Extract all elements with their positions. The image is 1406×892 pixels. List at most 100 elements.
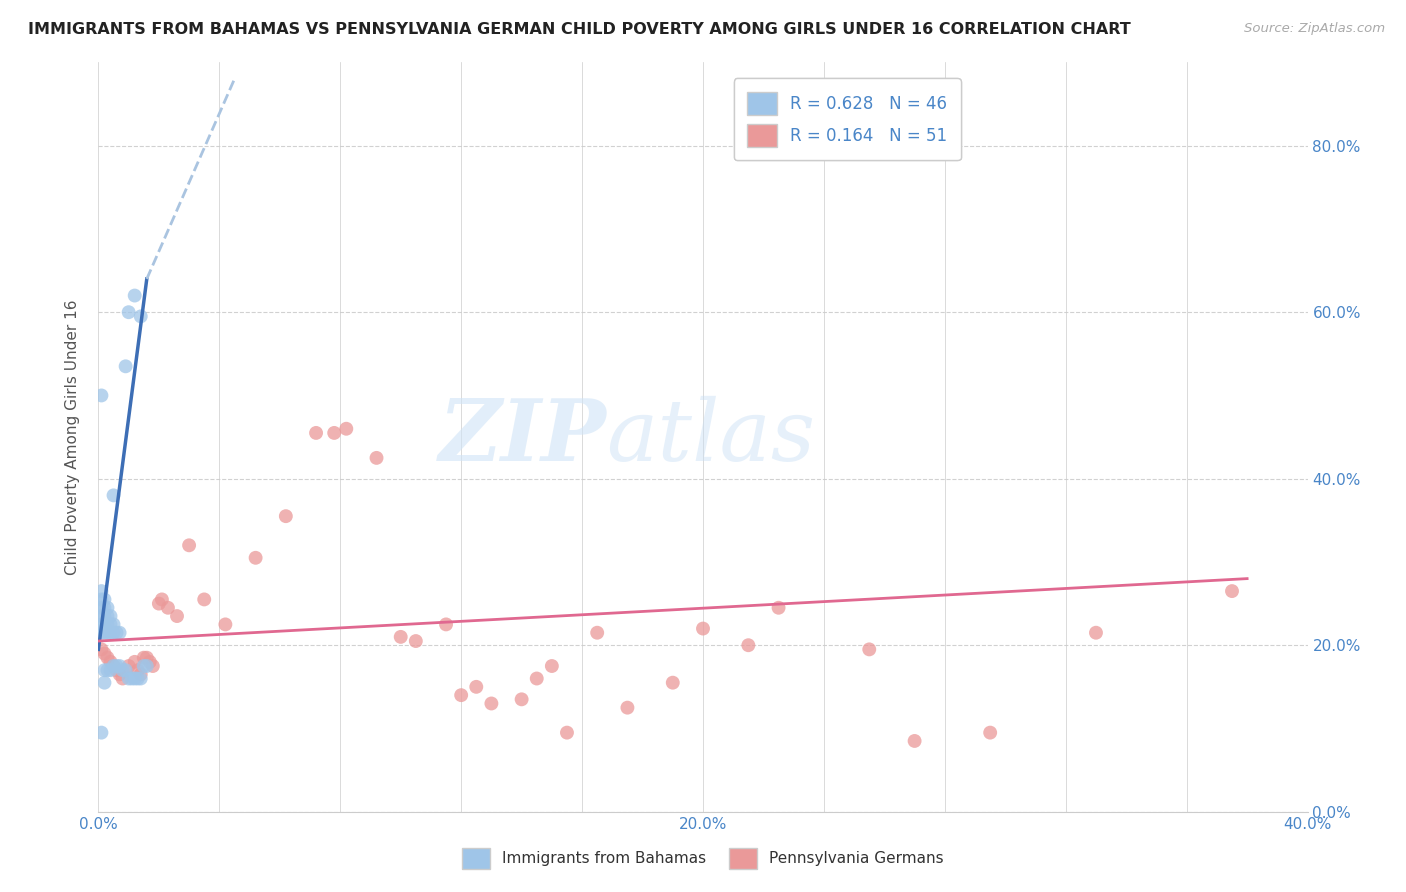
Point: [93, 663, 115, 677]
Point: [90, 725, 112, 739]
Point: [103, 488, 125, 502]
Text: atlas: atlas: [606, 396, 815, 478]
Point: [148, 597, 170, 611]
Point: [90, 388, 112, 402]
Point: [93, 625, 115, 640]
Point: [90, 609, 112, 624]
Point: [108, 667, 131, 681]
Point: [179, 538, 201, 552]
Point: [481, 697, 503, 711]
Point: [124, 288, 146, 302]
Point: [132, 659, 155, 673]
Point: [90, 642, 112, 657]
Point: [214, 617, 236, 632]
Point: [129, 310, 152, 324]
Point: [366, 450, 388, 465]
Point: [96, 650, 118, 665]
Point: [121, 672, 143, 686]
Point: [100, 617, 122, 632]
Point: [114, 359, 136, 374]
Point: [96, 617, 118, 632]
Point: [93, 592, 115, 607]
Point: [93, 600, 115, 615]
Point: [103, 659, 125, 673]
Point: [737, 638, 759, 652]
Point: [450, 688, 472, 702]
Point: [305, 425, 328, 440]
Point: [105, 625, 128, 640]
Point: [93, 647, 115, 661]
Point: [979, 725, 1001, 739]
Point: [166, 609, 188, 624]
Point: [586, 625, 609, 640]
Point: [118, 672, 141, 686]
Point: [129, 667, 152, 681]
Point: [100, 625, 122, 640]
Point: [156, 600, 179, 615]
Point: [90, 592, 112, 607]
Point: [127, 672, 149, 686]
Point: [124, 672, 146, 686]
Point: [90, 600, 112, 615]
Point: [105, 659, 128, 673]
Legend: R = 0.628   N = 46, R = 0.164   N = 51: R = 0.628 N = 46, R = 0.164 N = 51: [734, 78, 960, 161]
Point: [124, 655, 146, 669]
Point: [510, 692, 533, 706]
Point: [118, 659, 141, 673]
Point: [540, 659, 562, 673]
Point: [127, 663, 149, 677]
Point: [323, 425, 346, 440]
Point: [692, 622, 714, 636]
Point: [129, 672, 152, 686]
Point: [389, 630, 412, 644]
Point: [858, 642, 880, 657]
Point: [100, 609, 122, 624]
Point: [111, 663, 134, 677]
Point: [118, 305, 141, 319]
Point: [90, 625, 112, 640]
Point: [465, 680, 488, 694]
Point: [434, 617, 457, 632]
Point: [245, 550, 267, 565]
Point: [139, 655, 162, 669]
Point: [114, 663, 136, 677]
Point: [405, 634, 427, 648]
Point: [108, 625, 131, 640]
Point: [111, 672, 134, 686]
Text: Source: ZipAtlas.com: Source: ZipAtlas.com: [1244, 22, 1385, 36]
Point: [142, 659, 165, 673]
Point: [96, 663, 118, 677]
Point: [132, 650, 155, 665]
Point: [335, 422, 357, 436]
Point: [135, 650, 157, 665]
Text: ZIP: ZIP: [439, 395, 606, 479]
Point: [103, 659, 125, 673]
Point: [96, 609, 118, 624]
Point: [93, 675, 115, 690]
Point: [105, 663, 128, 677]
Point: [96, 625, 118, 640]
Point: [555, 725, 578, 739]
Point: [90, 617, 112, 632]
Point: [526, 672, 548, 686]
Legend: Immigrants from Bahamas, Pennsylvania Germans: Immigrants from Bahamas, Pennsylvania Ge…: [457, 841, 949, 875]
Point: [93, 609, 115, 624]
Point: [904, 734, 927, 748]
Point: [1220, 584, 1243, 599]
Point: [150, 592, 173, 607]
Point: [96, 600, 118, 615]
Point: [768, 600, 790, 615]
Point: [103, 625, 125, 640]
Text: IMMIGRANTS FROM BAHAMAS VS PENNSYLVANIA GERMAN CHILD POVERTY AMONG GIRLS UNDER 1: IMMIGRANTS FROM BAHAMAS VS PENNSYLVANIA …: [28, 22, 1130, 37]
Point: [661, 675, 683, 690]
Point: [616, 700, 638, 714]
Point: [100, 663, 122, 677]
Point: [108, 659, 131, 673]
Point: [93, 617, 115, 632]
Point: [274, 509, 297, 524]
Point: [90, 584, 112, 599]
Point: [1085, 625, 1108, 640]
Point: [135, 659, 157, 673]
Point: [103, 617, 125, 632]
Point: [100, 655, 122, 669]
